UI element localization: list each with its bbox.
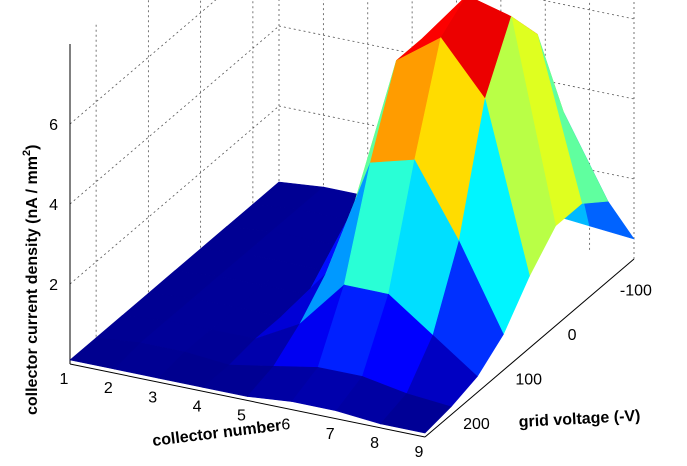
z-axis-label: collector current density (nA / mm2) [21,145,41,415]
y-axis-line [424,258,635,438]
y-tick-label: 0 [568,327,577,344]
x-axis-line [69,363,426,438]
x-tick-label: 9 [415,444,424,461]
x-tick-label: 6 [281,417,290,434]
tick-labels: 1 2 3 4 5 6 7 8 9 -100 0 100 200 2 4 6 [49,117,652,461]
surface-patch [380,393,452,434]
z-tick-label: 4 [49,197,58,214]
z-axis-label-main: collector current density (nA / mm [24,156,41,415]
y-tick-label: 100 [515,371,542,388]
x-tick-label: 7 [326,426,335,443]
x-tick-label: 8 [370,435,379,452]
z-axis-label-sup: 2 [21,150,33,156]
y-axis-label: grid voltage (-V) [518,408,641,431]
z-axis-label-end: ) [24,145,41,150]
x-tick-label: 3 [148,389,157,406]
y-tick-label: 200 [463,416,490,433]
grid-line [69,25,280,205]
x-tick-label: 1 [60,371,69,388]
x-tick-label: 4 [193,398,202,415]
x-tick-label: 2 [104,380,113,397]
surface [69,0,635,434]
x-tick-label: 5 [237,408,246,425]
x-axis-label: collector number [151,417,282,450]
y-tick-label: -100 [620,282,652,299]
grid-line [69,105,280,285]
z-tick-label: 2 [49,277,58,294]
z-tick-label: 6 [49,117,58,134]
grid-line [69,0,217,125]
